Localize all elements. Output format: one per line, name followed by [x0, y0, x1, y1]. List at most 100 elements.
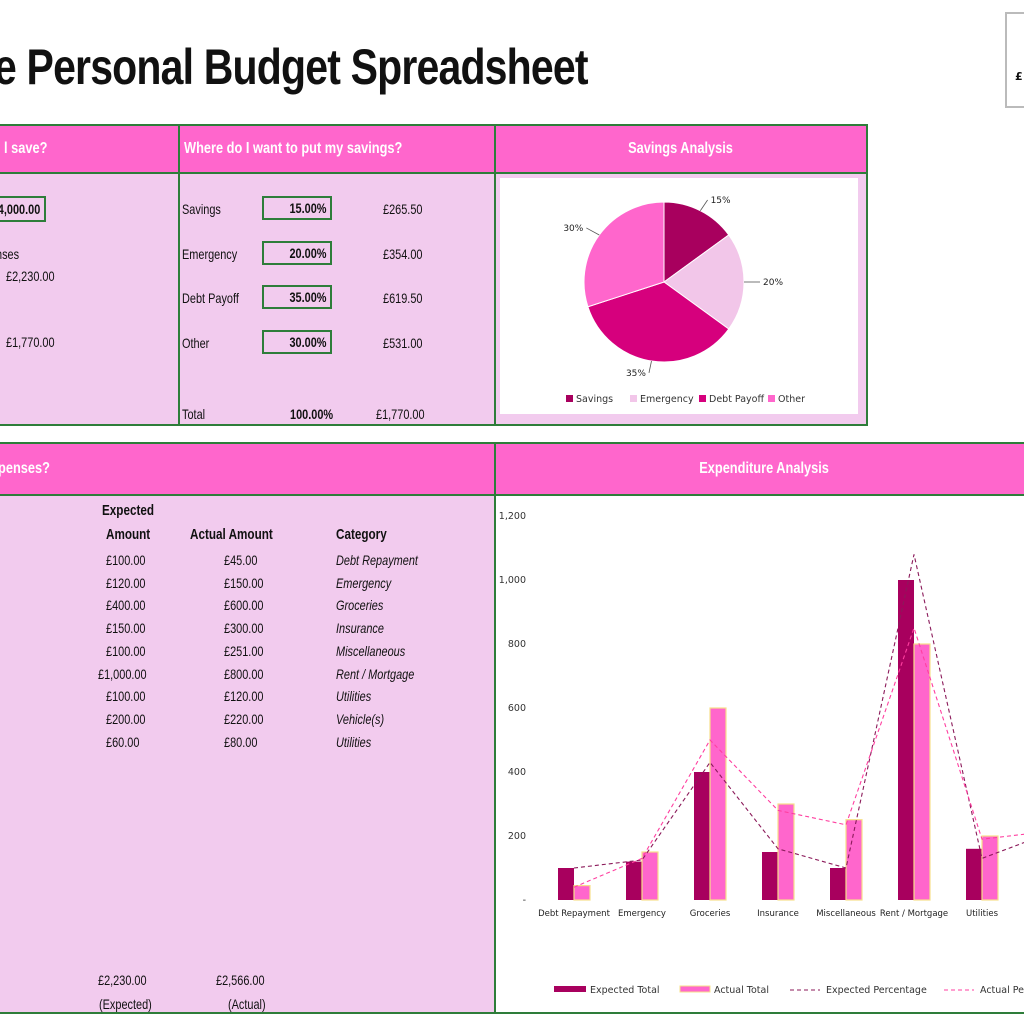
- bar-expected-6[interactable]: [966, 848, 982, 900]
- other-percent-input[interactable]: 30.00%: [262, 330, 332, 354]
- expense-actual-cell: £800.00: [224, 665, 264, 682]
- x-tick-label: Miscellaneous: [816, 909, 876, 919]
- debt-payoff-row-name: Debt Payoff: [182, 290, 239, 306]
- total-actual-label: (Actual): [228, 996, 266, 1012]
- pie-legend-swatch: [699, 395, 706, 402]
- legend-swatch-expected-total: [554, 986, 586, 992]
- debt-payoff-row-amount: £619.50: [383, 290, 423, 306]
- col-actual-header: Actual Amount: [190, 526, 273, 543]
- bar-expected-5[interactable]: [898, 580, 914, 900]
- expenses-label: nses: [0, 246, 20, 262]
- savings-analysis-panel: 15% 20% 35% 30% Savings Emergency Debt Payoff…: [494, 172, 868, 426]
- y-tick-label: 800: [508, 639, 526, 650]
- x-tick-label: Utilities: [966, 909, 999, 919]
- pie-leader-line: [648, 360, 652, 373]
- bar-expected-3[interactable]: [762, 852, 778, 900]
- x-tick-label: Insurance: [757, 909, 799, 919]
- leftover-value: £1,770.00: [6, 334, 55, 350]
- income-header: l save?: [0, 124, 180, 174]
- expense-actual-cell: £220.00: [224, 710, 264, 727]
- expense-actual-cell: £600.00: [224, 597, 264, 614]
- pie-value-label: 15%: [711, 196, 731, 206]
- bar-actual-3[interactable]: [777, 803, 795, 901]
- col-expected-line1: Expected: [102, 502, 155, 519]
- legend-label: Actual Pe: [980, 985, 1024, 996]
- expense-actual-cell: £45.00: [224, 552, 258, 568]
- total-expected-label: (Expected): [99, 996, 152, 1012]
- pie-slice-savings[interactable]: [663, 201, 730, 283]
- line-expected-percentage[interactable]: [573, 554, 1024, 869]
- pie-value-label: 35%: [626, 369, 646, 379]
- expenditure-analysis-header: Expenditure Analysis: [494, 442, 1024, 496]
- bar-actual-5[interactable]: [913, 643, 931, 901]
- bar-expected-0[interactable]: [558, 868, 574, 900]
- expense-expected-cell: £1,000.00: [98, 665, 147, 682]
- legend-swatch-actual-total: [679, 985, 711, 993]
- expense-category-cell: Groceries: [336, 597, 384, 614]
- emergency-percent-input[interactable]: 20.00%: [262, 241, 332, 265]
- expense-category-cell: Utilities: [336, 688, 372, 705]
- expense-actual-cell: £300.00: [224, 620, 264, 637]
- expense-expected-cell: £100.00: [106, 688, 146, 705]
- pie-leader-line: [699, 199, 708, 211]
- y-tick-label: 1,200: [499, 511, 526, 522]
- bar-expected-4[interactable]: [830, 868, 846, 900]
- y-tick-label: 600: [508, 703, 526, 714]
- total-actual-value: £2,566.00: [216, 972, 265, 988]
- total-expected-value: £2,230.00: [98, 972, 147, 988]
- bar-actual-2[interactable]: [709, 707, 727, 901]
- income-input[interactable]: £4,000.00: [0, 196, 46, 222]
- emergency-row-name: Emergency: [182, 246, 238, 262]
- pie-slice-emergency[interactable]: [663, 234, 745, 330]
- expense-expected-cell: £400.00: [106, 597, 146, 614]
- y-tick-label: 1,000: [499, 575, 526, 586]
- pie-legend-swatch: [566, 395, 573, 402]
- pie-value-label: 30%: [563, 224, 583, 234]
- total-amount: £1,770.00: [376, 406, 425, 422]
- bar-actual-4[interactable]: [845, 819, 863, 901]
- emergency-row-amount: £354.00: [383, 246, 423, 262]
- bar-expected-1[interactable]: [626, 861, 642, 900]
- summary-card-label: £: [1015, 70, 1023, 83]
- expense-actual-cell: £150.00: [224, 574, 264, 591]
- pie-slice-other[interactable]: [583, 201, 665, 308]
- pie-slice-debt-payoff[interactable]: [587, 281, 730, 363]
- pie-legend-label: Other: [778, 394, 805, 405]
- expenditure-bar-chart: - 200 400 600 800 1,000 1,200 Debt Repayment Em…: [499, 511, 1024, 996]
- expense-category-cell: Debt Repayment: [336, 552, 418, 568]
- savings-panel: Savings 15.00% £265.50 Emergency 20.00% …: [178, 172, 496, 426]
- expense-expected-cell: £150.00: [106, 620, 146, 637]
- expenses-panel: Expected Amount Actual Amount Category £…: [0, 494, 496, 1014]
- savings-pie-chart: 15% 20% 35% 30% Savings Emergency Debt Payoff…: [500, 178, 858, 414]
- expenses-header: penses?: [0, 442, 496, 496]
- x-tick-label: Debt Repayment: [538, 909, 610, 919]
- expense-expected-cell: £200.00: [106, 710, 146, 727]
- pie-legend-label: Savings: [576, 394, 613, 405]
- total-percent: 100.00%: [290, 406, 334, 422]
- other-row-amount: £531.00: [383, 335, 423, 351]
- legend-label: Actual Total: [714, 985, 769, 996]
- pie-legend-label: Debt Payoff: [709, 394, 764, 405]
- bar-actual-0[interactable]: [573, 885, 591, 901]
- expense-category-cell: Miscellaneous: [336, 642, 406, 659]
- bar-expected-2[interactable]: [694, 772, 710, 900]
- pie-svg: 15% 20% 35% 30% Savings Emergency Debt Payoff…: [563, 196, 805, 405]
- pie-legend-label: Emergency: [640, 394, 694, 405]
- summary-card: £: [1005, 12, 1024, 108]
- savings-percent-input[interactable]: 15.00%: [262, 196, 332, 220]
- legend-label: Expected Percentage: [826, 985, 927, 996]
- y-tick-label: 200: [508, 831, 526, 842]
- x-tick-label: Emergency: [618, 909, 666, 919]
- pie-legend-swatch: [768, 395, 775, 402]
- pie-value-label: 20%: [763, 278, 783, 288]
- expenses-value: £2,230.00: [6, 268, 55, 284]
- total-label: Total: [182, 406, 206, 422]
- expense-category-cell: Utilities: [336, 733, 372, 750]
- debt-payoff-percent-input[interactable]: 35.00%: [262, 285, 332, 309]
- expense-expected-cell: £100.00: [106, 642, 146, 659]
- line-actual-percentage[interactable]: [573, 626, 1024, 888]
- expense-expected-cell: £100.00: [106, 552, 146, 568]
- bar-actual-1[interactable]: [641, 851, 659, 901]
- savings-row-name: Savings: [182, 201, 221, 217]
- bar-actual-6[interactable]: [981, 835, 999, 901]
